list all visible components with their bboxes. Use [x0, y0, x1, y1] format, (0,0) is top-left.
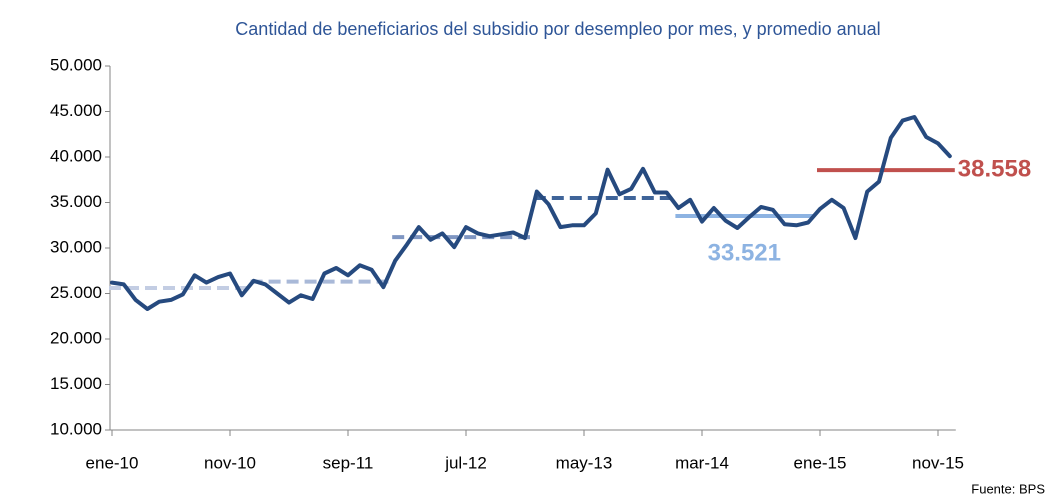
average-label: 38.558 — [958, 155, 1031, 182]
y-tick-label: 15.000 — [50, 374, 102, 393]
y-tick-label: 25.000 — [50, 283, 102, 302]
y-tick-label: 30.000 — [50, 237, 102, 256]
chart-title: Cantidad de beneficiarios del subsidio p… — [235, 19, 880, 39]
x-tick-label: ene-15 — [794, 453, 847, 472]
source-note: Fuente: BPS — [971, 481, 1045, 496]
data-line — [110, 115, 952, 311]
y-tick-label: 40.000 — [50, 146, 102, 165]
x-tick-label: mar-14 — [675, 453, 729, 472]
y-tick-label: 10.000 — [50, 419, 102, 438]
x-tick-label: may-13 — [556, 453, 613, 472]
y-tick-label: 45.000 — [50, 101, 102, 120]
x-tick-label: ene-10 — [86, 453, 139, 472]
y-tick-label: 50.000 — [50, 55, 102, 74]
x-tick-label: sep-11 — [323, 453, 374, 472]
y-tick-label: 20.000 — [50, 328, 102, 347]
average-label: 33.521 — [708, 239, 781, 266]
x-tick-label: nov-15 — [912, 453, 964, 472]
x-tick-label: jul-12 — [444, 453, 487, 472]
y-tick-label: 35.000 — [50, 192, 102, 211]
x-tick-label: nov-10 — [204, 453, 256, 472]
